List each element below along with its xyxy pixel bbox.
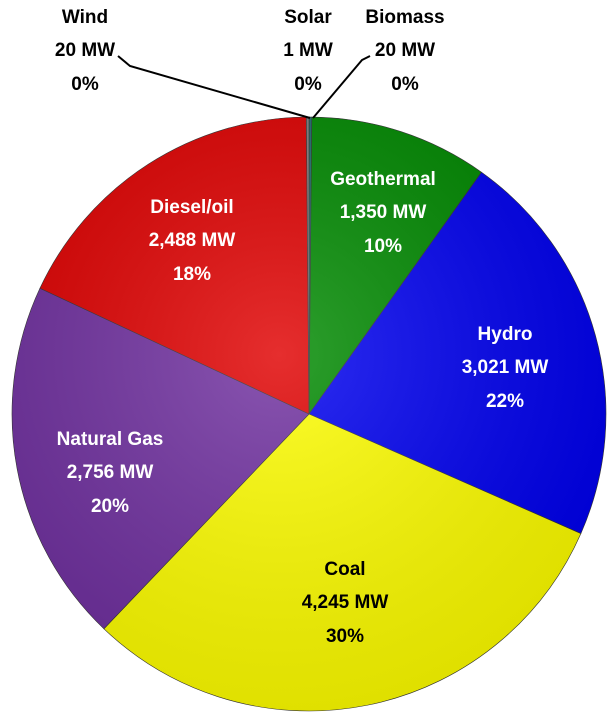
percent-label: 10%: [364, 236, 402, 257]
value-label: 1,350 MW: [340, 202, 427, 223]
slice-label: Biomass: [365, 7, 444, 28]
leader-line: [312, 55, 371, 119]
slice-label: Solar: [284, 7, 332, 28]
slice-label: Diesel/oil: [150, 197, 233, 218]
percent-label: 30%: [326, 626, 364, 647]
slice-label: Coal: [324, 559, 365, 580]
percent-label: 0%: [71, 74, 99, 95]
percent-label: 0%: [294, 74, 322, 95]
slice-label: Natural Gas: [57, 429, 164, 450]
percent-label: 20%: [91, 496, 129, 517]
slice-label: Hydro: [478, 324, 533, 345]
value-label: 2,756 MW: [67, 462, 154, 483]
percent-label: 0%: [391, 74, 419, 95]
value-label: 1 MW: [283, 40, 333, 61]
value-label: 4,245 MW: [302, 592, 389, 613]
leader-line: [117, 55, 311, 119]
value-label: 3,021 MW: [462, 357, 549, 378]
percent-label: 18%: [173, 264, 211, 285]
value-label: 20 MW: [55, 40, 115, 61]
slice-label: Wind: [62, 7, 108, 28]
value-label: 20 MW: [375, 40, 435, 61]
value-label: 2,488 MW: [149, 230, 236, 251]
percent-label: 22%: [486, 391, 524, 412]
slice-label: Geothermal: [330, 169, 436, 190]
